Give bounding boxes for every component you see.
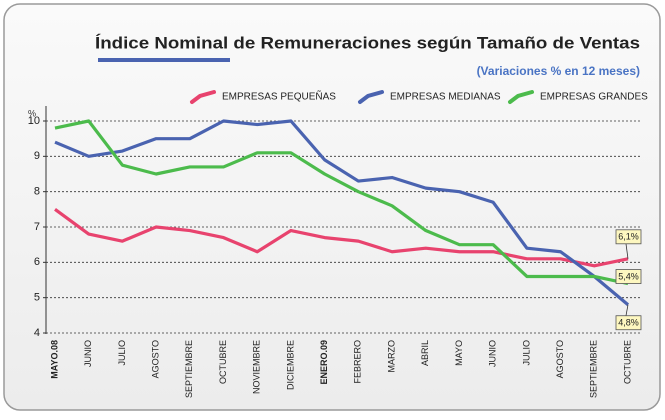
- series-line: [54, 119, 629, 286]
- x-tick-label: JULIO: [117, 340, 127, 366]
- x-tick-label: DICIEMBRE: [285, 340, 295, 390]
- series-line: [54, 208, 629, 268]
- x-tick-label: SEPTIEMBRE: [184, 340, 194, 398]
- x-tick-label: AGOSTO: [555, 340, 565, 378]
- legend-label: EMPRESAS MEDIANAS: [390, 92, 501, 103]
- legend-label: EMPRESAS GRANDES: [540, 92, 648, 103]
- label-leader: [625, 243, 629, 259]
- x-tick-label: MAYO.08: [49, 340, 59, 379]
- legend-label: EMPRESAS PEQUEÑAS: [222, 90, 336, 103]
- x-tick-label: NOVIEMBRE: [252, 340, 262, 394]
- x-tick-label: JUNIO: [83, 340, 93, 367]
- title-underline: [98, 58, 230, 62]
- y-tick-label: 7: [34, 221, 40, 233]
- frame: [3, 3, 661, 411]
- series-line: [54, 119, 630, 306]
- label-box: [615, 269, 642, 284]
- legend-swatch: [358, 90, 384, 104]
- x-tick-label: MARZO: [386, 340, 396, 373]
- y-tick-label: 4: [34, 327, 40, 339]
- x-tick-label: ABRIL: [420, 340, 430, 366]
- data-label: 6,1%: [618, 232, 639, 242]
- x-tick-label: MAYO: [454, 340, 464, 366]
- y-tick-label: 8: [34, 186, 40, 198]
- x-tick-label: OCTUBRE: [622, 340, 632, 384]
- y-tick-label: 10: [28, 115, 40, 127]
- label-box: [615, 315, 642, 331]
- x-tick-label: SEPTIEMBRE: [589, 340, 599, 398]
- y-tick-label: 9: [34, 150, 40, 162]
- x-tick-label: AGOSTO: [150, 340, 160, 378]
- y-tick-label: 5: [34, 292, 40, 304]
- data-label: 4,8%: [618, 318, 639, 328]
- y-tick-label: 6: [34, 256, 40, 268]
- subtitle: (Variaciones % en 12 meses): [477, 64, 640, 78]
- legend-swatch: [508, 90, 534, 104]
- data-label: 5,4%: [618, 271, 639, 281]
- legend-swatch: [190, 90, 216, 104]
- x-tick-label: JUNIO: [488, 340, 498, 367]
- y-axis-label: %: [28, 108, 36, 118]
- x-tick-label: ENERO.09: [319, 340, 329, 385]
- label-box: [615, 229, 642, 245]
- x-tick-label: FEBRERO: [353, 340, 363, 384]
- chart-title: Índice Nominal de Remuneraciones según T…: [95, 33, 640, 52]
- x-tick-label: OCTUBRE: [218, 340, 228, 384]
- label-leader: [625, 304, 629, 316]
- x-tick-label: JULIO: [521, 340, 531, 366]
